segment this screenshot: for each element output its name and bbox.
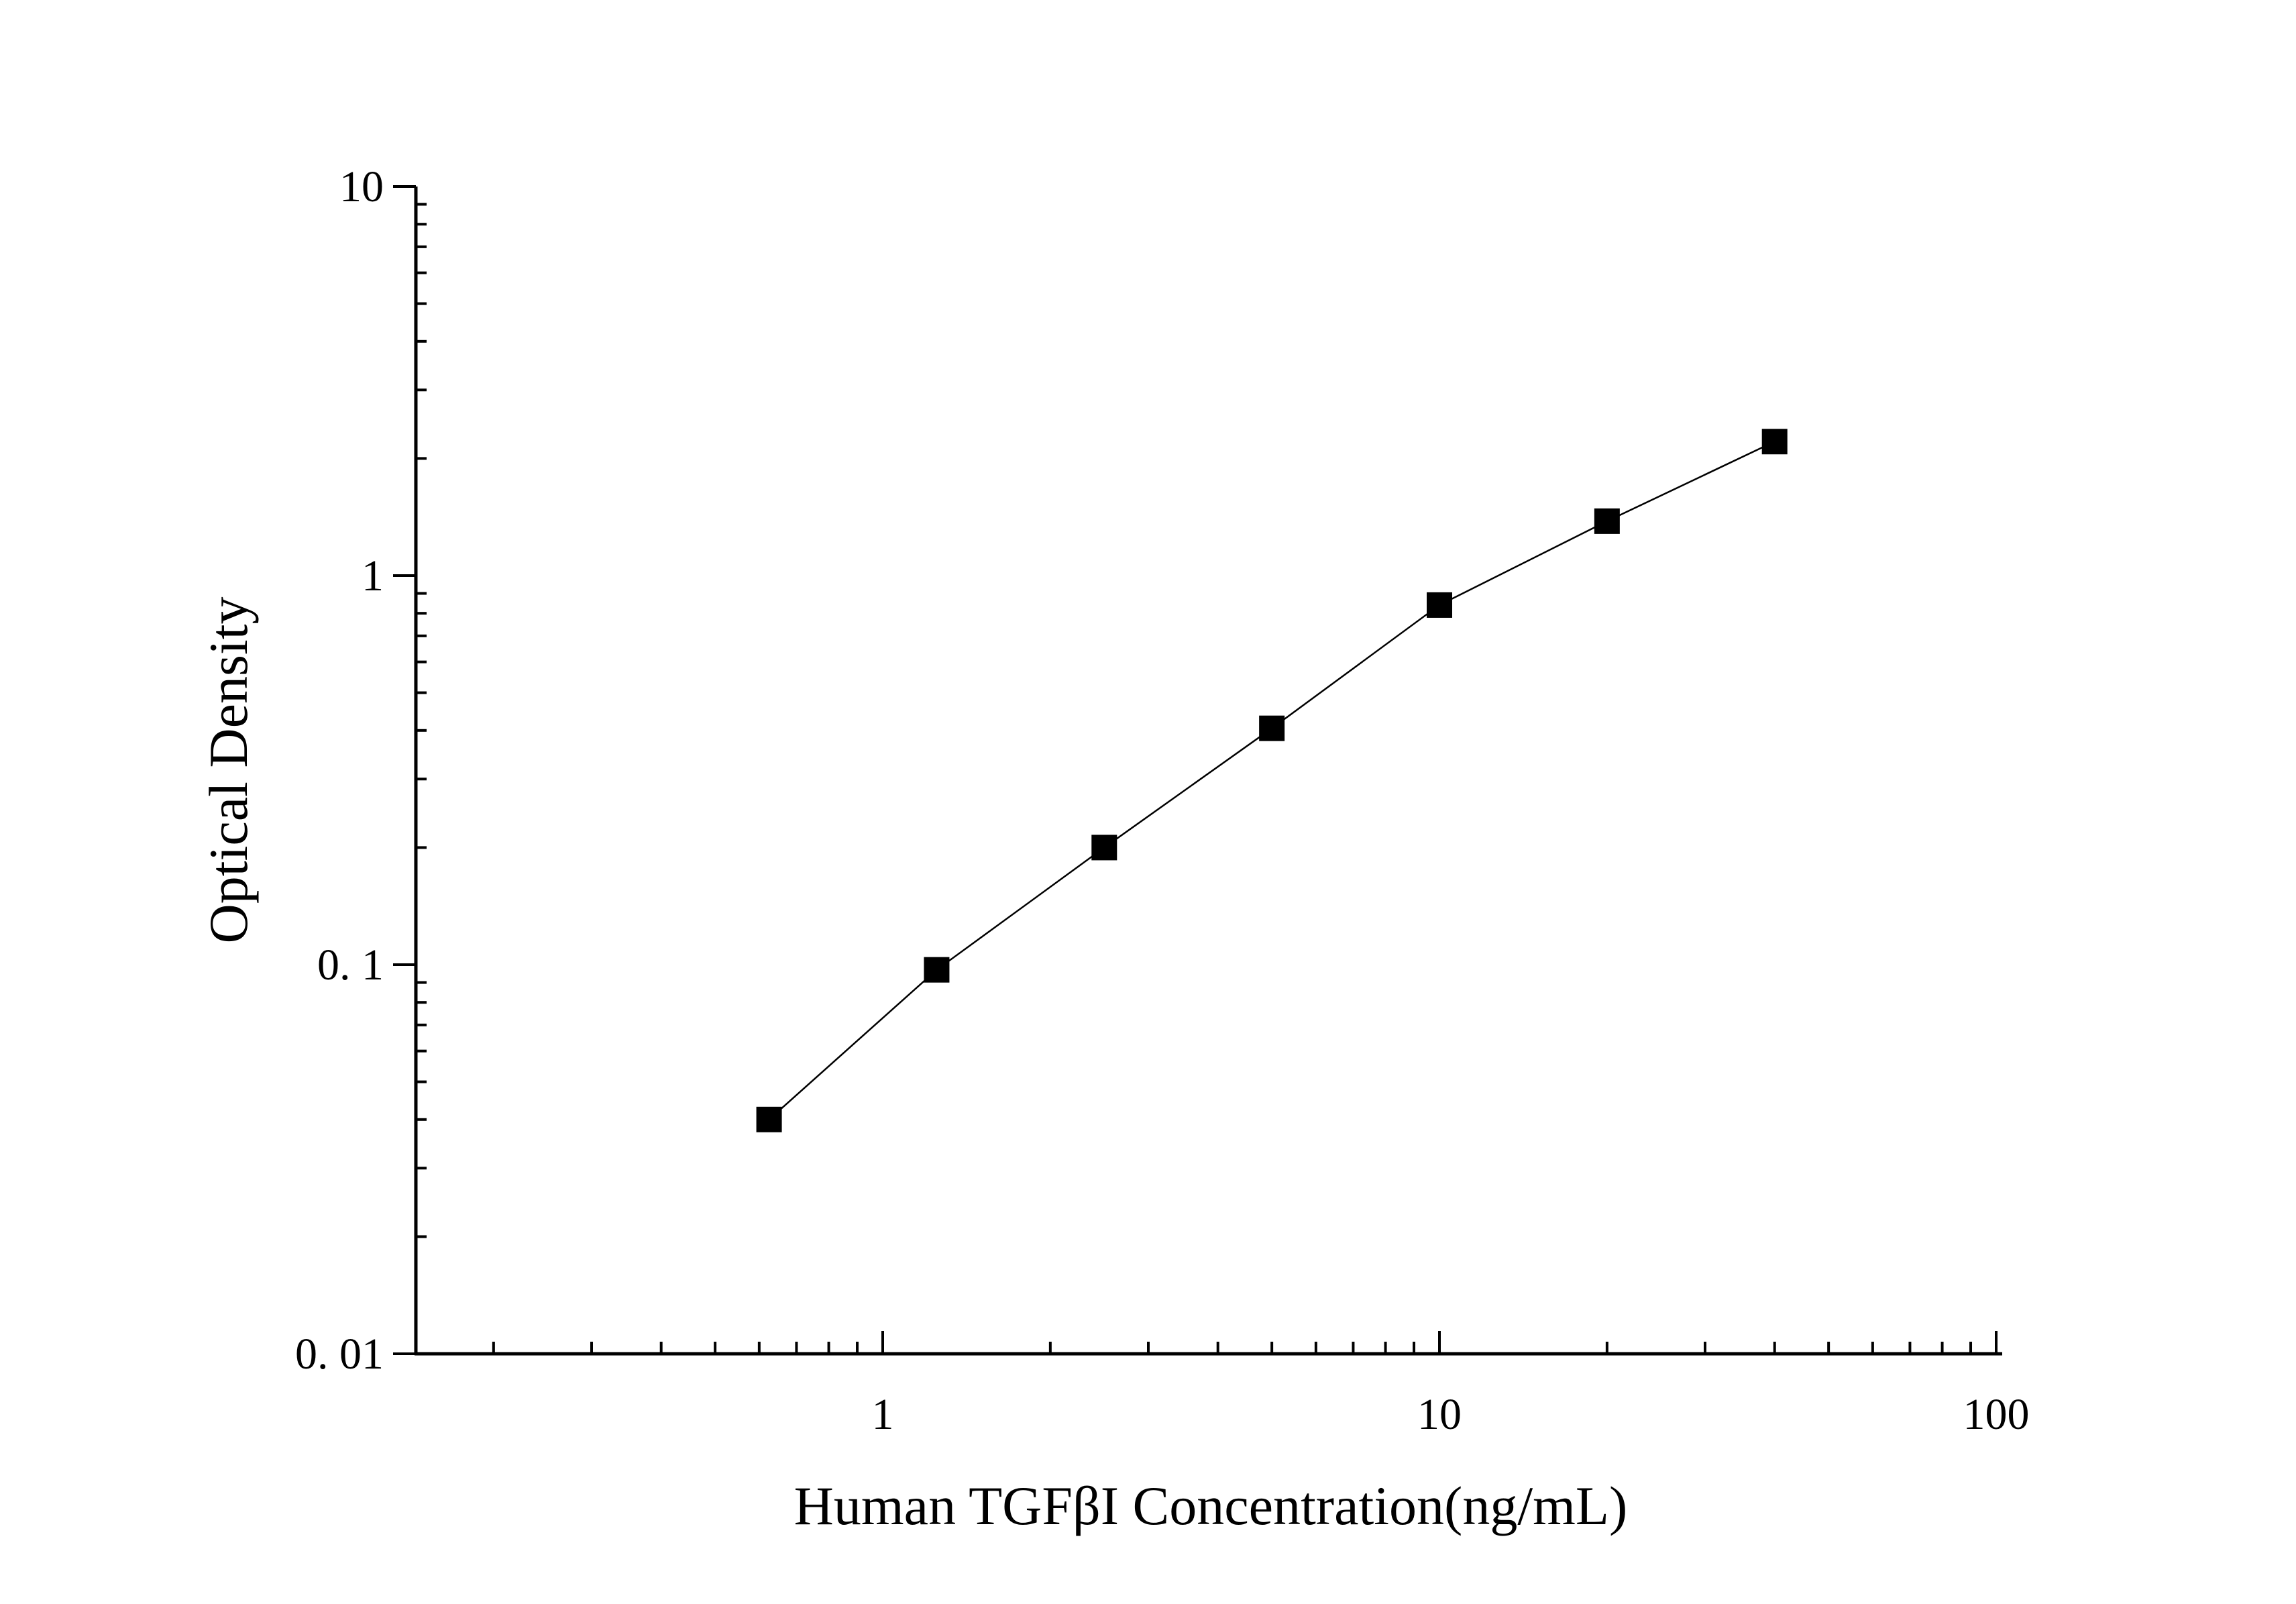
- y-tick-label: 1: [362, 551, 384, 600]
- y-tick-labels: 0. 01 0. 1 1 10: [295, 162, 384, 1379]
- x-tick-label: 100: [1963, 1390, 2030, 1439]
- data-point-marker: [924, 957, 950, 983]
- plot-series: [756, 429, 1788, 1132]
- y-axis-title: Optical Density: [198, 597, 259, 944]
- series-line: [768, 441, 1775, 1120]
- x-tick-label: 10: [1417, 1390, 1462, 1439]
- y-tick-label: 0. 1: [317, 941, 384, 990]
- data-point-marker: [1761, 429, 1788, 455]
- data-point-marker: [1427, 592, 1452, 618]
- y-tick-label: 0. 01: [295, 1330, 384, 1379]
- data-point-marker: [756, 1106, 782, 1132]
- y-ticks: [393, 185, 427, 1355]
- x-tick-label: 1: [872, 1390, 894, 1439]
- x-tick-labels: 1 10 100: [872, 1390, 2030, 1439]
- data-point-marker: [1091, 835, 1117, 861]
- data-point-marker: [1594, 508, 1620, 534]
- y-tick-label: 10: [339, 162, 384, 211]
- axes: [414, 186, 2002, 1356]
- x-axis-title: Human TGFβI Concentration(ng/mL): [794, 1475, 1628, 1536]
- data-point-marker: [1259, 715, 1285, 741]
- x-ticks: [492, 1331, 1998, 1354]
